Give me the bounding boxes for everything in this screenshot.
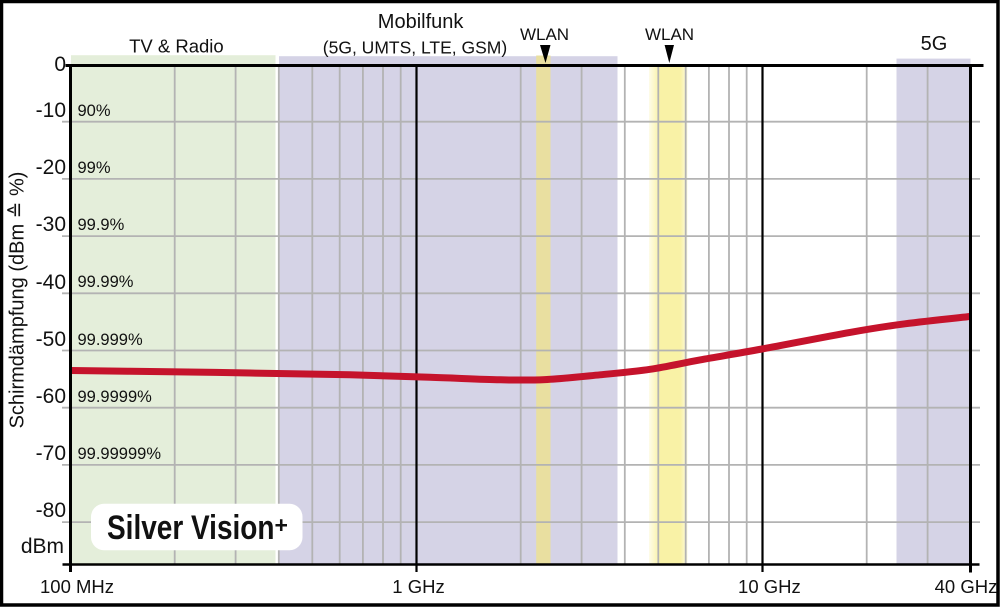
svg-text:-50: -50 <box>36 328 66 351</box>
svg-text:Mobilfunk: Mobilfunk <box>378 11 465 33</box>
svg-text:WLAN: WLAN <box>645 25 694 44</box>
svg-text:TV & Radio: TV & Radio <box>129 36 224 57</box>
svg-text:1 GHz: 1 GHz <box>392 576 444 597</box>
svg-text:5G: 5G <box>921 33 948 55</box>
svg-text:-20: -20 <box>36 156 66 179</box>
svg-text:WLAN: WLAN <box>520 25 569 44</box>
svg-text:99.99%: 99.99% <box>78 273 134 291</box>
svg-text:40 GHz: 40 GHz <box>935 576 998 597</box>
svg-text:10 GHz: 10 GHz <box>738 576 801 597</box>
svg-text:-80: -80 <box>36 499 66 522</box>
svg-text:-60: -60 <box>36 385 66 408</box>
svg-text:dBm: dBm <box>21 535 64 558</box>
svg-text:-30: -30 <box>36 213 66 236</box>
svg-text:Silver Vision: Silver Vision <box>107 508 274 546</box>
svg-text:99.9999%: 99.9999% <box>78 388 153 406</box>
svg-text:99%: 99% <box>78 159 111 177</box>
svg-text:90%: 90% <box>78 102 111 120</box>
svg-text:-40: -40 <box>36 271 66 294</box>
svg-text:99.9%: 99.9% <box>78 216 125 234</box>
svg-text:Schirmdämpfung (dBm ≙ %): Schirmdämpfung (dBm ≙ %) <box>7 172 29 429</box>
svg-text:0: 0 <box>54 53 66 76</box>
svg-text:-70: -70 <box>36 442 66 465</box>
svg-text:-10: -10 <box>36 99 66 122</box>
svg-text:99.99999%: 99.99999% <box>78 445 162 463</box>
svg-text:100 MHz: 100 MHz <box>40 576 114 597</box>
svg-text:(5G, UMTS, LTE, GSM): (5G, UMTS, LTE, GSM) <box>323 38 507 58</box>
svg-text:99.999%: 99.999% <box>78 331 143 349</box>
svg-text:+: + <box>275 512 288 538</box>
